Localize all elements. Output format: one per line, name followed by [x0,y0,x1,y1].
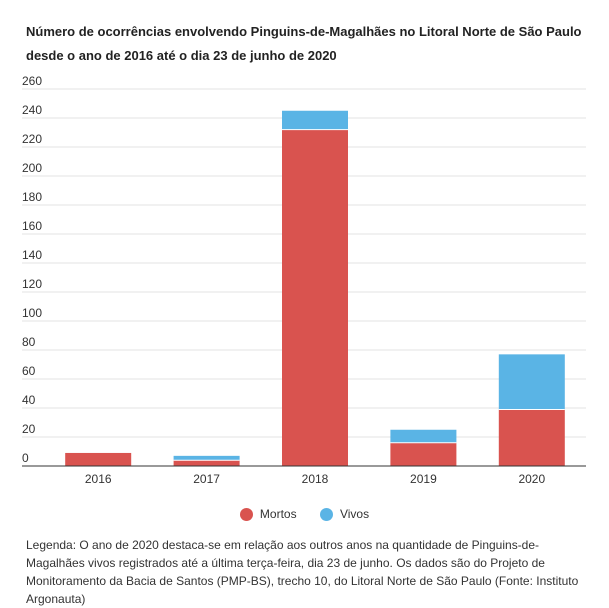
legend-label-vivos: Vivos [339,507,370,521]
y-tick-label: 20 [22,422,36,436]
y-tick-label: 100 [22,306,42,320]
legend-label-mortos: Mortos [259,507,297,521]
chart-title: Número de ocorrências envolvendo Pinguin… [26,24,582,63]
legend-swatch-mortos [239,507,253,521]
x-tick-label-2020: 2020 [518,472,545,486]
legend: Mortos Vivos [0,507,609,524]
y-tick-label: 140 [22,248,42,262]
x-tick-label-2016: 2016 [85,472,112,486]
bar-mortos-2019 [390,442,457,466]
y-tick-label: 180 [22,190,42,204]
x-axis-ticks: 2016 2017 2018 2019 2020 [85,472,546,486]
bar-mortos-2017 [173,460,240,466]
bars [65,110,565,466]
bar-mortos-2020 [498,409,565,466]
x-tick-label-2017: 2017 [193,472,220,486]
y-tick-label: 260 [22,74,42,88]
legend-item-vivos: Vivos [319,507,370,521]
y-tick-label: 160 [22,219,42,233]
y-tick-label: 120 [22,277,42,291]
y-tick-label: 40 [22,393,36,407]
bar-chart: 0 20 40 60 80 100 120 140 160 180 200 220 240 260 201… [22,74,586,486]
y-tick-label: 220 [22,132,42,146]
chart-caption: Legenda: O ano de 2020 destaca-se em rel… [26,538,579,606]
bar-vivos-2020 [498,354,565,410]
y-tick-label: 200 [22,161,42,175]
legend-item-mortos: Mortos [239,507,297,521]
y-tick-label: 0 [22,451,29,465]
y-tick-label: 60 [22,364,36,378]
y-tick-label: 240 [22,103,42,117]
bar-vivos-2017 [173,455,240,461]
x-tick-label-2018: 2018 [302,472,329,486]
bar-mortos-2018 [282,129,348,466]
y-axis-ticks: 0 20 40 60 80 100 120 140 160 180 200 220 240 260 [22,74,42,465]
x-tick-label-2019: 2019 [410,472,437,486]
bar-vivos-2018 [282,110,348,130]
y-tick-label: 80 [22,335,36,349]
legend-swatch-vivos [319,507,333,521]
bar-mortos-2016 [65,452,132,466]
bar-vivos-2019 [390,429,457,443]
